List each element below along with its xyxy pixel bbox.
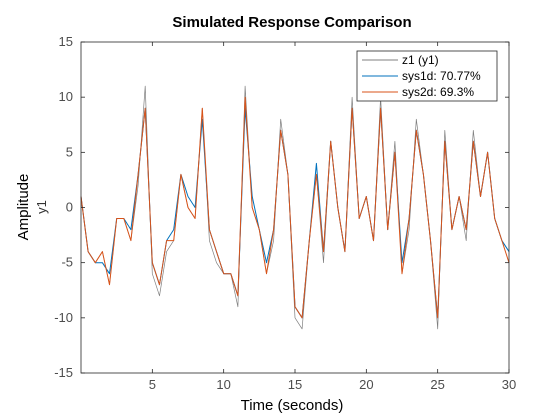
y-tick-label: 10 — [59, 89, 73, 104]
y-tick-label: -15 — [54, 365, 73, 380]
series-layer — [80, 85, 510, 330]
y-tick-label: -10 — [54, 310, 73, 325]
y-axis-sublabel: y1 — [34, 200, 49, 214]
x-tick-label: 30 — [502, 377, 516, 392]
series-line-2 — [80, 96, 510, 319]
legend-label-sys2d: sys2d: 69.3% — [402, 85, 474, 99]
ticks-layer: 5 10 15 20 25 30 15 10 5 0 -5 -10 -15 — [54, 34, 516, 392]
y-tick-label: 5 — [66, 144, 73, 159]
chart-title: Simulated Response Comparison — [172, 14, 411, 31]
y-tick-label: 15 — [59, 34, 73, 49]
x-tick-label: 5 — [149, 377, 156, 392]
legend: z1 (y1) sys1d: 70.77% sys2d: 69.3% — [356, 50, 498, 102]
x-tick-label: 20 — [359, 377, 373, 392]
y-tick-label: 0 — [66, 200, 73, 215]
legend-label-z1: z1 (y1) — [402, 53, 439, 67]
x-tick-label: 15 — [288, 377, 302, 392]
series-line-0 — [80, 85, 510, 330]
y-axis-label: Amplitude — [15, 174, 32, 241]
legend-label-sys1d: sys1d: 70.77% — [402, 69, 481, 83]
x-tick-label: 10 — [216, 377, 230, 392]
y-tick-label: -5 — [61, 255, 73, 270]
x-tick-label: 25 — [430, 377, 444, 392]
x-axis-label: Time (seconds) — [241, 397, 344, 414]
